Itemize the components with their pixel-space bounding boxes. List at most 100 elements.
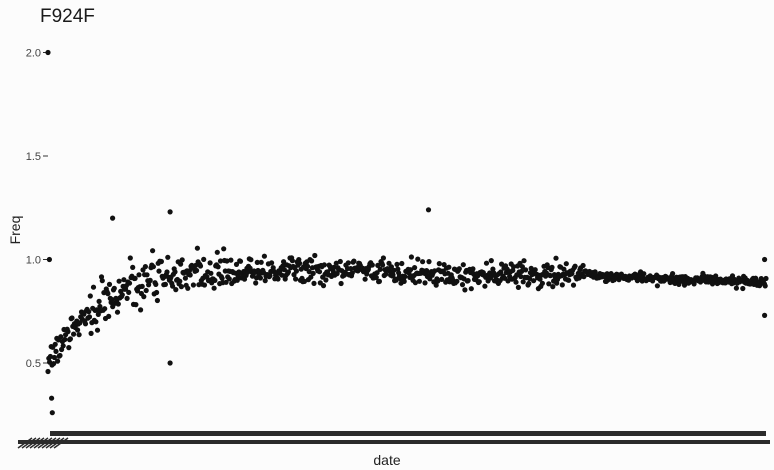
data-point [257,275,263,281]
data-point [433,282,439,288]
data-point [415,256,421,262]
data-point [52,341,58,347]
data-point [164,269,170,275]
data-point [53,348,59,354]
data-point [519,264,526,270]
data-point [173,287,179,293]
data-point [228,257,234,263]
data-point [376,278,382,284]
data-point [763,275,769,282]
data-point [51,354,58,361]
x-tick-labels-overlap [18,440,770,444]
data-point [641,271,647,277]
data-point [217,258,224,264]
data-point [69,315,75,321]
data-point [422,280,428,286]
data-point [194,245,200,251]
data-point [566,277,572,283]
data-point [309,258,315,264]
data-point [515,284,522,290]
data-point [408,267,414,273]
data-point [459,282,466,288]
data-point [150,248,156,254]
data-point [523,267,529,273]
data-point [289,258,295,264]
data-point [187,272,193,278]
data-point [281,267,287,273]
data-point [261,253,267,259]
x-axis-label: date [373,452,401,468]
data-point [201,256,207,262]
data-point [109,297,115,303]
data-point [521,258,527,264]
data-point [526,280,532,287]
y-tick-label: 1.0 [26,255,41,267]
data-point [570,282,577,288]
data-point [549,264,555,270]
data-point [212,277,218,283]
data-point [94,327,101,333]
data-point [119,292,125,298]
data-point [762,256,768,263]
data-point [454,278,460,284]
data-point [94,307,100,313]
data-point [550,284,556,290]
data-point [412,280,418,286]
data-point [215,264,221,270]
data-point [66,345,72,351]
data-point [172,269,178,275]
data-point [179,257,185,263]
data-point [51,361,57,367]
data-point [49,410,55,416]
data-point [45,368,51,375]
data-point [116,278,122,284]
data-point [293,276,299,282]
data-point [323,277,329,283]
data-point [351,258,357,264]
data-point [546,281,552,287]
data-point [144,272,150,278]
y-tick-label: 2.0 [26,48,41,60]
data-point [520,279,526,285]
data-point [208,270,214,276]
x-tick-label-stub [29,437,45,449]
data-point [462,287,468,293]
data-point [580,262,586,269]
data-point [470,266,476,272]
data-point [167,209,173,215]
data-point [99,278,105,284]
data-point [93,319,99,325]
data-point [139,283,145,289]
data-point [57,352,63,359]
data-point [563,261,569,267]
y-tick-label: 1.5 [26,151,41,163]
data-point [258,259,264,265]
x-axis-tick-block [17,431,770,449]
data-point [88,330,94,336]
data-point [154,297,160,304]
data-point [262,278,268,284]
data-point [380,262,386,268]
data-point [333,260,339,266]
data-point [126,280,133,286]
data-point [416,278,422,284]
data-point [237,258,244,264]
data-point [375,262,381,268]
data-point [55,358,61,364]
data-point [211,285,217,291]
data-point [248,257,254,263]
data-point [305,263,311,269]
data-point [97,303,103,310]
data-point [460,262,466,268]
data-point [102,306,108,312]
data-point [233,261,240,267]
data-point [476,279,482,285]
data-point [114,309,121,315]
data-point [387,268,393,274]
data-point [219,275,225,281]
x-axis-line [50,431,766,436]
data-point [178,261,184,267]
data-point [245,269,251,275]
data-point [374,270,380,276]
